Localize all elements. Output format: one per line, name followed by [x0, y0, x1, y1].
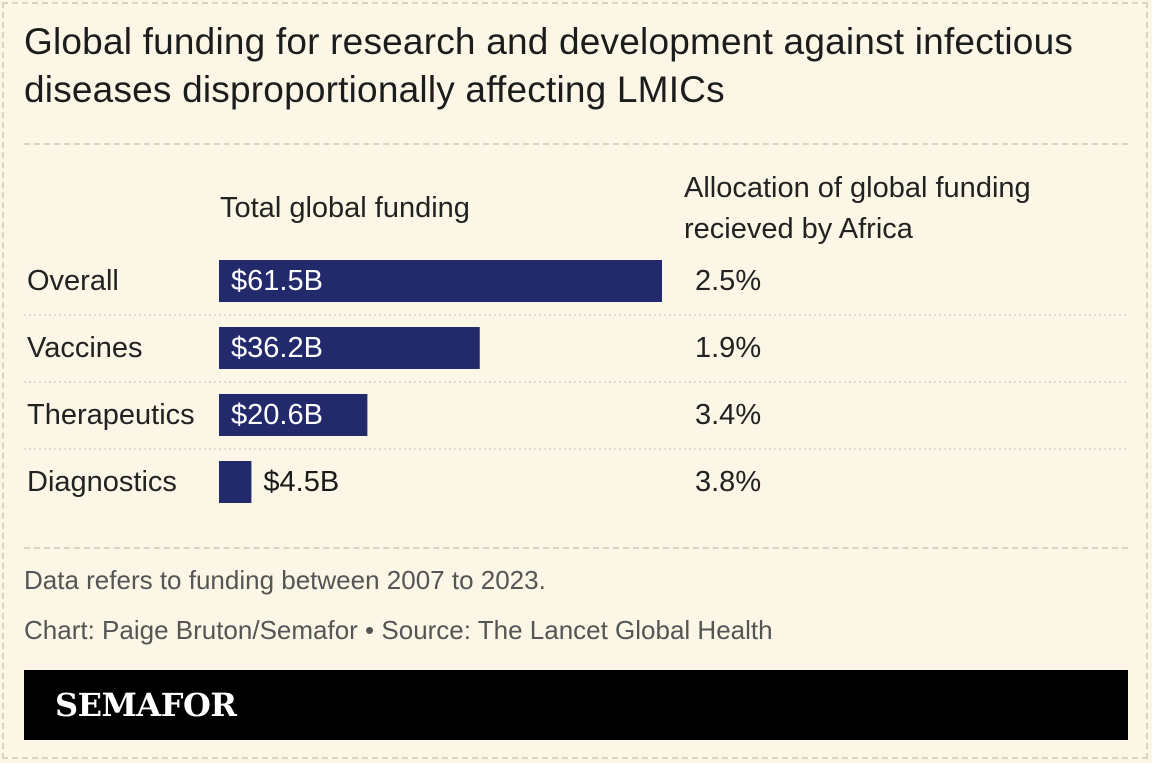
category-label: Diagnostics — [27, 466, 177, 498]
africa-share-label: 3.4% — [695, 399, 761, 431]
title-divider — [24, 143, 1128, 145]
category-label: Vaccines — [27, 332, 143, 364]
brand-bar: SEMAFOR — [24, 670, 1128, 740]
funding-bar — [219, 461, 252, 503]
funding-bar — [219, 327, 480, 369]
africa-column-header: Allocation of global funding recieved by… — [684, 172, 1031, 245]
funding-value-label: $4.5B — [263, 466, 339, 498]
source-credit: Chart: Paige Bruton/Semafor • Source: Th… — [24, 615, 773, 645]
funding-value-label: $61.5B — [231, 265, 323, 297]
category-label: Overall — [27, 265, 119, 297]
period-note: Data refers to funding between 2007 to 2… — [24, 565, 546, 595]
category-label: Therapeutics — [27, 399, 195, 431]
africa-share-label: 2.5% — [695, 265, 761, 297]
funding-bar — [219, 260, 662, 302]
funding-bar — [219, 394, 368, 436]
africa-share-label: 1.9% — [695, 332, 761, 364]
africa-share-label: 3.8% — [695, 466, 761, 498]
semafor-logo: SEMAFOR — [55, 686, 237, 724]
funding-value-label: $20.6B — [231, 399, 323, 431]
notes-divider — [24, 547, 1128, 549]
funding-value-label: $36.2B — [231, 332, 323, 364]
funding-column-header: Total global funding — [220, 192, 470, 224]
chart-title: Global funding for research and developm… — [24, 21, 1074, 110]
